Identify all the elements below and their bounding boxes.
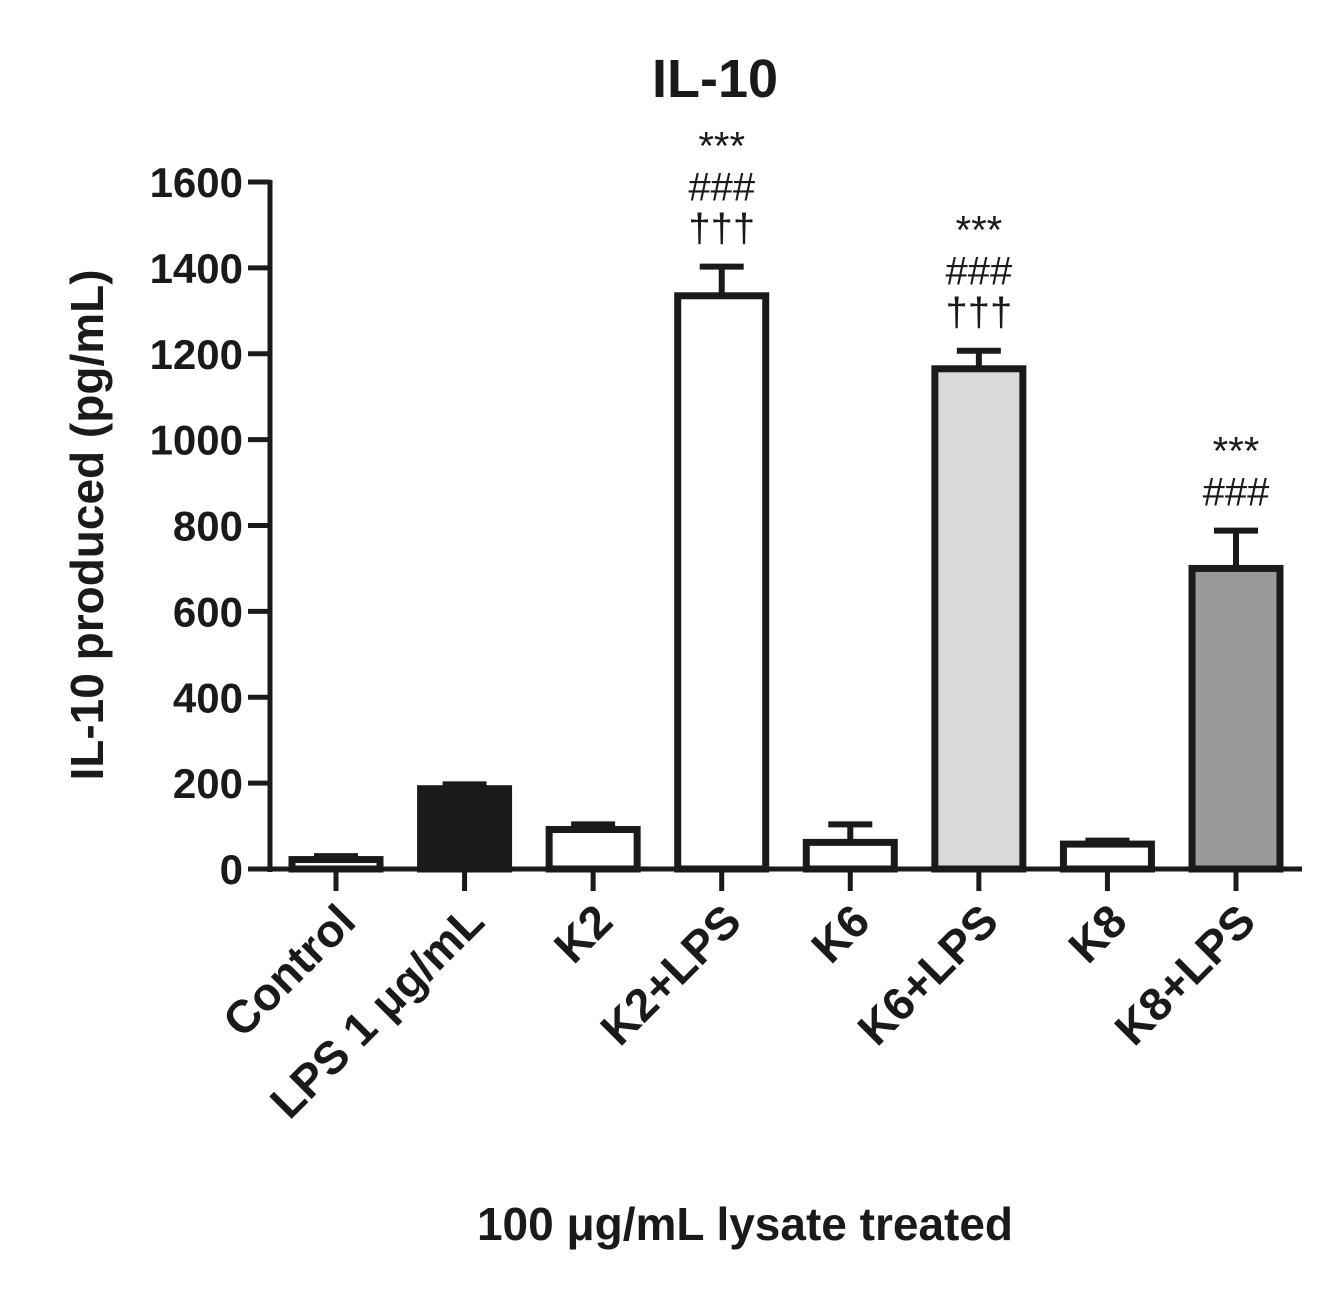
- x-tick-label: K6: [801, 894, 879, 972]
- bar: [674, 292, 770, 873]
- y-axis-label: IL-10 produced (pg/mL): [61, 269, 113, 780]
- significance-label: ###: [945, 250, 1012, 294]
- bar: [802, 838, 898, 873]
- y-tick-label: 1600: [150, 159, 243, 206]
- significance-label: ***: [698, 125, 745, 169]
- bar: [931, 365, 1027, 873]
- significance-label: †††: [688, 207, 755, 251]
- y-tick-label: 1000: [150, 417, 243, 464]
- bar: [1188, 564, 1284, 873]
- y-tick-label: 400: [173, 674, 243, 721]
- bar: [288, 856, 384, 873]
- x-tick-label: K8: [1058, 894, 1136, 972]
- chart-title: IL-10: [652, 49, 778, 109]
- significance-label: ***: [1213, 430, 1260, 474]
- y-tick-label: 200: [173, 760, 243, 807]
- y-tick-label: 1200: [150, 331, 243, 378]
- bar: [417, 785, 513, 873]
- significance-label: ###: [688, 166, 755, 210]
- y-tick-label: 1400: [150, 245, 243, 292]
- bar: [1059, 840, 1155, 873]
- bar: [545, 825, 641, 873]
- significance-label: †††: [945, 291, 1012, 335]
- significance-label: ###: [1203, 471, 1270, 515]
- y-tick-label: 0: [220, 846, 243, 893]
- significance-label: ***: [956, 209, 1003, 253]
- x-tick-label: K2: [544, 894, 622, 972]
- y-tick-label: 600: [173, 588, 243, 635]
- x-tick-label: K6+LPS: [847, 894, 1008, 1055]
- x-tick-label: K2+LPS: [590, 894, 751, 1055]
- x-axis-label: 100 μg/mL lysate treated: [477, 1198, 1013, 1250]
- y-tick-label: 800: [173, 503, 243, 550]
- x-tick-label: K8+LPS: [1104, 894, 1265, 1055]
